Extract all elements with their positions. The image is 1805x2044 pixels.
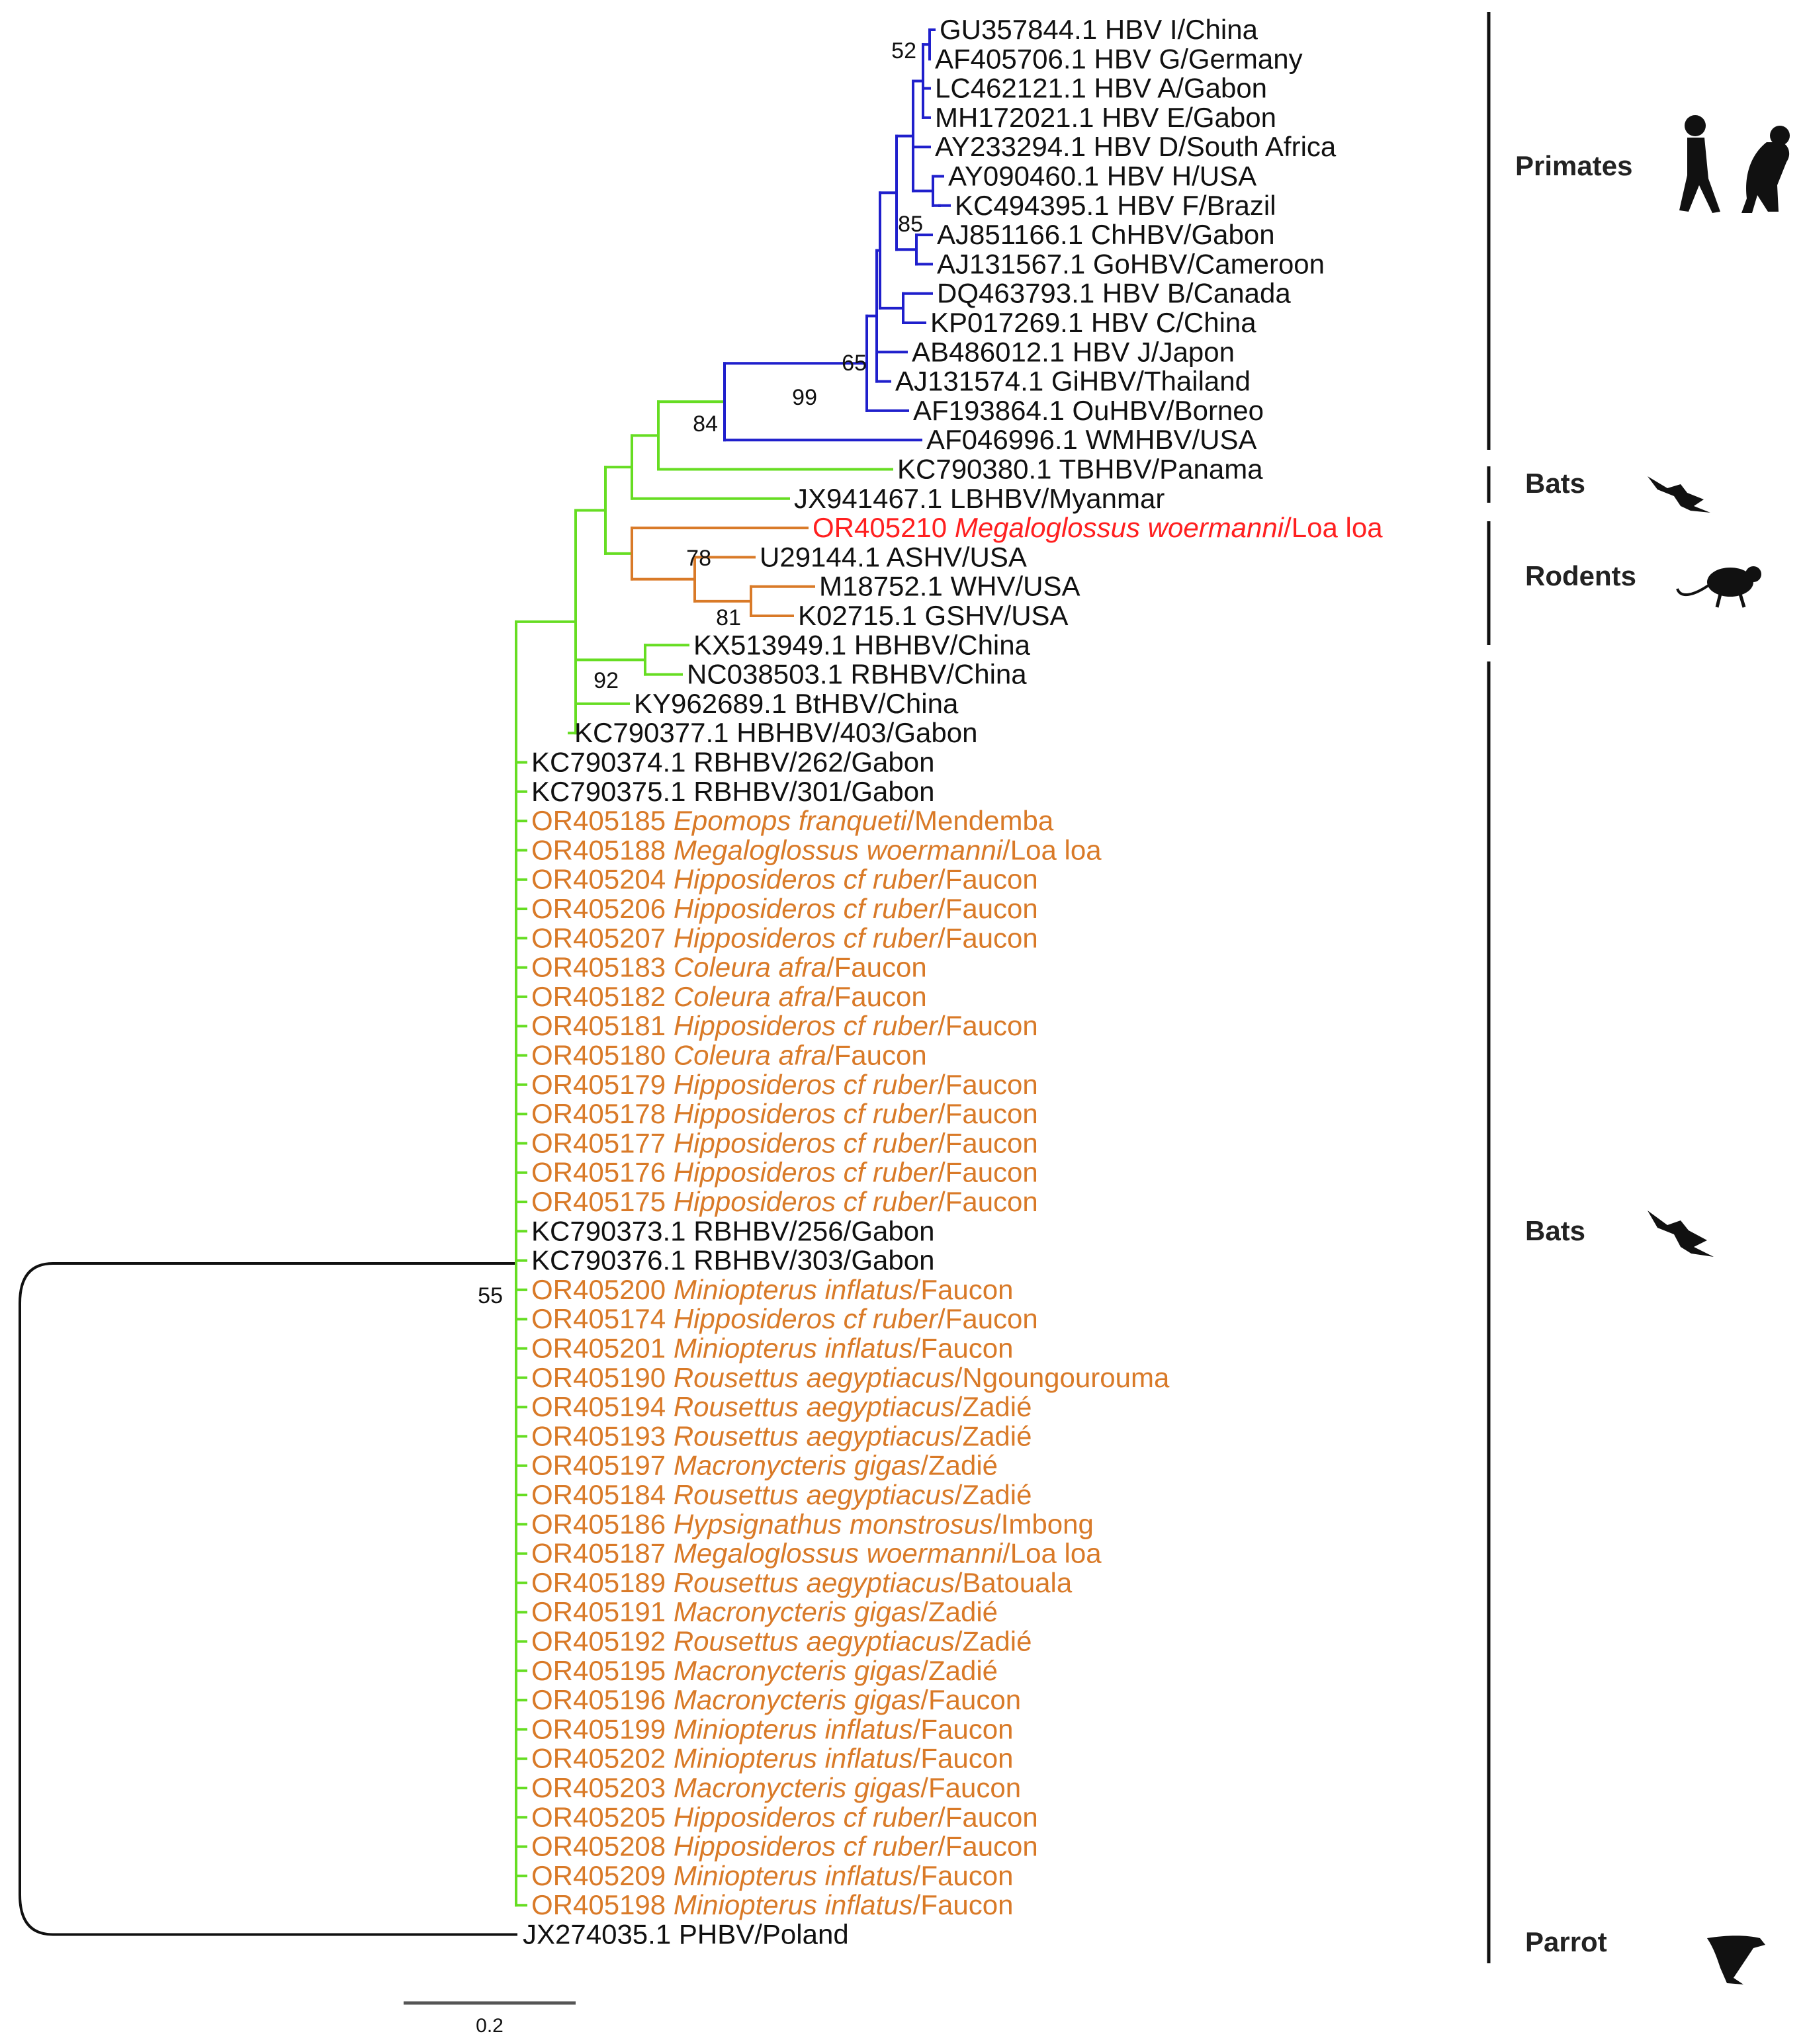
taxon-label: OR405210 Megaloglossus woermanni/Loa loa: [813, 512, 1383, 543]
bat-icon: [1648, 476, 1710, 513]
taxon-label: OR405205 Hipposideros cf ruber/Faucon: [531, 1801, 1038, 1832]
taxon-label: M18752.1 WHV/USA: [819, 571, 1080, 602]
taxon-label: OR405177 Hipposideros cf ruber/Faucon: [531, 1127, 1038, 1158]
taxon-label: OR405201 Miniopterus inflatus/Faucon: [531, 1333, 1013, 1364]
taxon-label: OR405209 Miniopterus inflatus/Faucon: [531, 1860, 1013, 1891]
taxon-label: OR405175 Hipposideros cf ruber/Faucon: [531, 1186, 1038, 1217]
taxon-label: KY962689.1 BtHBV/China: [634, 688, 959, 719]
tree-branches: [19, 28, 951, 1936]
taxon-label: KC790377.1 HBHBV/403/Gabon: [574, 717, 977, 748]
taxon-label: OR405179 Hipposideros cf ruber/Faucon: [531, 1069, 1038, 1100]
taxon-label: AF193864.1 OuHBV/Borneo: [913, 395, 1264, 426]
root-branch: [19, 1262, 517, 1936]
taxon-label: JX274035.1 PHBV/Poland: [523, 1919, 849, 1950]
bootstrap-value: 78: [686, 546, 711, 571]
taxon-label: OR405204 Hipposideros cf ruber/Faucon: [531, 864, 1038, 895]
bootstrap-values: 52 85 65 99 84 78 81 92 55: [478, 38, 923, 1308]
bootstrap-value: 52: [891, 38, 916, 64]
parrot-icon: [1707, 1936, 1765, 1984]
taxon-label: KC790376.1 RBHBV/303/Gabon: [531, 1245, 934, 1276]
taxon-label: OR405208 Hipposideros cf ruber/Faucon: [531, 1831, 1038, 1862]
taxon-label: KC790374.1 RBHBV/262/Gabon: [531, 747, 934, 778]
taxon-label: NC038503.1 RBHBV/China: [687, 659, 1027, 690]
taxon-label: AF046996.1 WMHBV/USA: [926, 424, 1257, 455]
taxon-label: KX513949.1 HBHBV/China: [693, 629, 1031, 660]
group-label-parrot: Parrot: [1525, 1926, 1607, 1957]
taxon-label: KC790373.1 RBHBV/256/Gabon: [531, 1215, 934, 1246]
taxon-label: DQ463793.1 HBV B/Canada: [937, 278, 1291, 309]
taxon-label: OR405189 Rousettus aegyptiacus/Batouala: [531, 1567, 1073, 1598]
taxon-label: OR405183 Coleura afra/Faucon: [531, 952, 927, 983]
group-label-bats-upper: Bats: [1525, 468, 1585, 499]
bat-icon: [1648, 1211, 1714, 1257]
taxon-label: JX941467.1 LBHBV/Myanmar: [794, 483, 1165, 514]
taxon-label: OR405203 Macronycteris gigas/Faucon: [531, 1772, 1021, 1803]
bootstrap-value: 84: [693, 411, 718, 437]
taxon-label: AF405706.1 HBV G/Germany: [935, 43, 1303, 74]
taxon-label: KC790375.1 RBHBV/301/Gabon: [531, 776, 934, 807]
taxon-label: OR405180 Coleura afra/Faucon: [531, 1040, 927, 1071]
taxon-label: OR405207 Hipposideros cf ruber/Faucon: [531, 922, 1038, 953]
taxon-label: AJ131567.1 GoHBV/Cameroon: [937, 248, 1325, 279]
bootstrap-value: 55: [478, 1283, 503, 1308]
taxon-label: OR405193 Rousettus aegyptiacus/Zadié: [531, 1420, 1032, 1451]
taxon-label: AJ851166.1 ChHBV/Gabon: [937, 219, 1275, 250]
human-icon: [1679, 115, 1720, 213]
taxon-label: KC494395.1 HBV F/Brazil: [955, 190, 1276, 221]
taxon-label: MH172021.1 HBV E/Gabon: [935, 102, 1276, 133]
taxon-label: OR405178 Hipposideros cf ruber/Faucon: [531, 1098, 1038, 1129]
taxon-label: AY090460.1 HBV H/USA: [948, 161, 1256, 192]
taxon-label: AJ131574.1 GiHBV/Thailand: [895, 366, 1251, 397]
taxon-label: OR405185 Epomops franqueti/Mendemba: [531, 805, 1054, 836]
taxon-label: OR405174 Hipposideros cf ruber/Faucon: [531, 1303, 1038, 1334]
taxon-label: OR405196 Macronycteris gigas/Faucon: [531, 1684, 1021, 1715]
taxon-label: OR405188 Megaloglossus woermanni/Loa loa: [531, 834, 1102, 865]
taxon-label: K02715.1 GSHV/USA: [798, 600, 1069, 631]
group-label-primates: Primates: [1515, 150, 1632, 181]
taxon-label: U29144.1 ASHV/USA: [760, 541, 1027, 572]
bootstrap-value: 85: [898, 212, 923, 237]
taxon-label: OR405200 Miniopterus inflatus/Faucon: [531, 1274, 1013, 1305]
taxon-label: OR405191 Macronycteris gigas/Zadié: [531, 1596, 998, 1627]
taxon-label: GU357844.1 HBV I/China: [940, 14, 1258, 45]
taxon-label: OR405190 Rousettus aegyptiacus/Ngoungour…: [531, 1362, 1170, 1393]
taxon-label: OR405194 Rousettus aegyptiacus/Zadié: [531, 1391, 1032, 1422]
taxon-label: AB486012.1 HBV J/Japon: [912, 336, 1235, 367]
taxon-label: OR405186 Hypsignathus monstrosus/Imbong: [531, 1508, 1094, 1539]
taxon-label: OR405181 Hipposideros cf ruber/Faucon: [531, 1010, 1038, 1041]
taxon-label: OR405176 Hipposideros cf ruber/Faucon: [531, 1157, 1038, 1188]
taxon-label: OR405206 Hipposideros cf ruber/Faucon: [531, 893, 1038, 924]
bootstrap-value: 65: [842, 351, 867, 376]
taxon-label: LC462121.1 HBV A/Gabon: [935, 73, 1267, 104]
group-label-bats-lower: Bats: [1525, 1215, 1585, 1246]
bootstrap-value: 81: [716, 605, 741, 630]
taxon-label: AY233294.1 HBV D/South Africa: [935, 131, 1337, 162]
taxon-label: OR405192 Rousettus aegyptiacus/Zadié: [531, 1626, 1032, 1657]
taxon-label: OR405202 Miniopterus inflatus/Faucon: [531, 1743, 1013, 1774]
group-label-rodents: Rodents: [1525, 560, 1636, 591]
taxon-label: KC790380.1 TBHBV/Panama: [897, 454, 1263, 485]
scale-label: 0.2: [476, 2015, 504, 2037]
rodent-icon: [1676, 566, 1761, 608]
bootstrap-value: 92: [594, 668, 619, 693]
taxon-label: KP017269.1 HBV C/China: [930, 307, 1256, 338]
taxon-label: OR405195 Macronycteris gigas/Zadié: [531, 1655, 998, 1686]
taxon-label: OR405184 Rousettus aegyptiacus/Zadié: [531, 1479, 1032, 1510]
bootstrap-value: 99: [792, 385, 817, 410]
taxon-label: OR405198 Miniopterus inflatus/Faucon: [531, 1889, 1013, 1920]
taxon-label: OR405197 Macronycteris gigas/Zadié: [531, 1450, 998, 1481]
taxon-label: OR405199 Miniopterus inflatus/Faucon: [531, 1713, 1013, 1744]
chimp-icon: [1741, 126, 1790, 213]
taxon-label: OR405187 Megaloglossus woermanni/Loa loa: [531, 1538, 1102, 1569]
taxon-label: OR405182 Coleura afra/Faucon: [531, 981, 927, 1012]
